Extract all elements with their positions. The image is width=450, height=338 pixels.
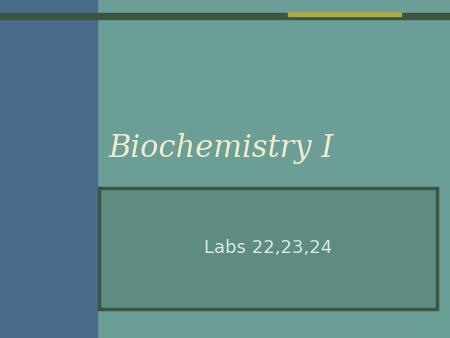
Text: Biochemistry I: Biochemistry I xyxy=(108,133,333,164)
Bar xyxy=(0,0,97,338)
Text: Labs 22,23,24: Labs 22,23,24 xyxy=(203,239,332,258)
Bar xyxy=(0,13,450,19)
Bar xyxy=(288,12,400,16)
FancyBboxPatch shape xyxy=(99,188,436,309)
